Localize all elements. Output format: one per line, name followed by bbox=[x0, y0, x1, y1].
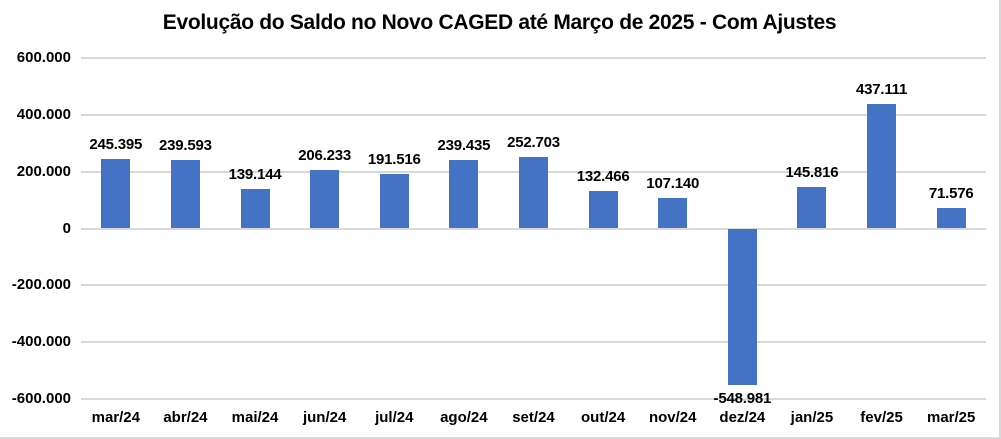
x-axis-category-label: mar/25 bbox=[926, 409, 976, 426]
bar-value-label: 71.576 bbox=[928, 185, 974, 203]
bar-value-label: 252.703 bbox=[507, 133, 560, 151]
bar-value-label: 139.144 bbox=[228, 165, 282, 183]
bar bbox=[658, 198, 688, 229]
bar-value-label: 107.140 bbox=[646, 175, 700, 193]
x-axis-category-label: abr/24 bbox=[163, 409, 208, 426]
x-axis-category-label: jan/25 bbox=[790, 409, 834, 426]
x-axis-category-label: set/24 bbox=[512, 409, 555, 426]
bar bbox=[379, 174, 409, 229]
bar bbox=[519, 156, 548, 229]
x-axis-category-label: jun/24 bbox=[302, 409, 347, 426]
y-axis-tick-label: 400.000 bbox=[16, 105, 71, 123]
gridline bbox=[81, 398, 986, 400]
gridline bbox=[81, 284, 986, 287]
gridline bbox=[81, 113, 986, 116]
x-axis-category-label: mai/24 bbox=[231, 409, 279, 426]
x-axis-category-label: fev/25 bbox=[860, 409, 903, 426]
bar bbox=[936, 208, 966, 229]
bar-value-label: 239.435 bbox=[437, 137, 491, 155]
bar bbox=[449, 160, 479, 229]
bar-value-label: -548.981 bbox=[713, 389, 772, 407]
gridline bbox=[81, 227, 986, 230]
x-axis-category-label: nov/24 bbox=[648, 409, 697, 426]
x-axis-category-label: out/24 bbox=[581, 409, 626, 426]
gridline bbox=[81, 341, 986, 344]
bar-value-label: 437.111 bbox=[855, 81, 908, 99]
y-axis-tick-label: 600.000 bbox=[16, 49, 71, 66]
x-axis-category-label: ago/24 bbox=[440, 409, 488, 426]
bar-value-label: 191.516 bbox=[367, 151, 421, 169]
y-axis-tick-label: -600.000 bbox=[11, 390, 71, 407]
y-axis-tick-label: 0 bbox=[62, 219, 71, 237]
y-axis-tick-label: 200.000 bbox=[16, 162, 71, 180]
x-axis-category-label: dez/24 bbox=[719, 409, 766, 426]
chart-title: Evolução do Saldo no Novo CAGED até Març… bbox=[162, 11, 837, 34]
bar-value-label: 132.466 bbox=[576, 167, 630, 185]
y-axis-tick-label: -400.000 bbox=[11, 333, 71, 351]
bar bbox=[867, 104, 897, 229]
x-axis-category-label: mar/24 bbox=[91, 409, 140, 426]
bar bbox=[727, 228, 757, 385]
y-axis-tick-label: -200.000 bbox=[11, 276, 71, 294]
bar-value-label: 206.233 bbox=[298, 146, 352, 164]
bar bbox=[170, 160, 200, 229]
bar-value-label: 239.593 bbox=[159, 137, 212, 155]
bar bbox=[101, 158, 131, 229]
gridline bbox=[81, 57, 986, 59]
bar-value-label: 145.816 bbox=[785, 164, 839, 182]
bar bbox=[797, 187, 827, 229]
bar bbox=[310, 169, 340, 229]
bar bbox=[240, 188, 270, 229]
x-axis-category-label: jul/24 bbox=[375, 409, 414, 426]
bar-value-label: 245.395 bbox=[89, 135, 143, 153]
bar bbox=[588, 190, 618, 229]
